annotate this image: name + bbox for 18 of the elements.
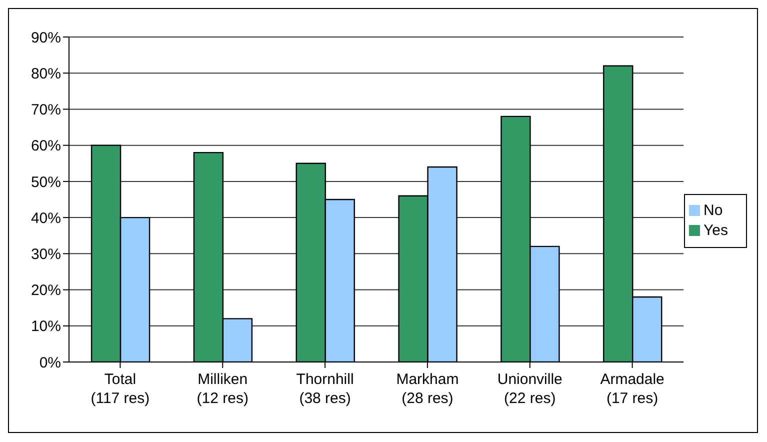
y-tick-label: 90% — [30, 29, 61, 46]
x-tick-label: Milliken (12 res) — [196, 371, 248, 407]
x-tick-label: Armadale (17 res) — [600, 371, 664, 407]
y-tick-label: 50% — [30, 174, 61, 191]
y-tick-label: 20% — [30, 282, 61, 300]
legend-label: Yes — [704, 222, 728, 238]
y-tick-label: 0% — [39, 354, 61, 372]
y-tick-label: 30% — [30, 246, 61, 263]
y-tick-label: 10% — [30, 318, 61, 336]
x-tick-label: Thornhill (38 res) — [296, 371, 354, 407]
y-tick-label: 60% — [30, 138, 61, 155]
x-tick-label: Markham (28 res) — [396, 371, 459, 407]
y-tick-label: 70% — [30, 102, 61, 119]
legend-label: No — [704, 202, 723, 218]
y-tick-label: 80% — [30, 65, 61, 82]
x-tick-label: Total (117 res) — [90, 371, 150, 407]
x-tick-label: Unionville (22 res) — [497, 371, 562, 407]
y-tick-label: 40% — [30, 210, 61, 227]
